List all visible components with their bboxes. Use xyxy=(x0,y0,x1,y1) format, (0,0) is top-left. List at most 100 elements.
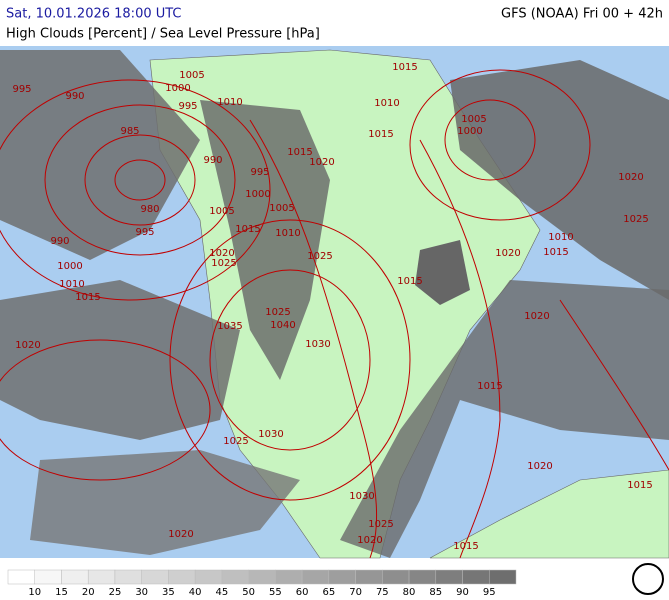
datetime: Sat, 10.01.2026 18:00 UTC xyxy=(6,7,182,22)
cloud-atlantic-north xyxy=(450,60,669,300)
legend-swatch xyxy=(221,569,249,585)
isobar xyxy=(169,219,411,501)
isobar-label: 1000 xyxy=(165,83,190,94)
isobar-label: 1025 xyxy=(265,307,290,318)
isobar-label: 1020 xyxy=(524,311,549,322)
land-caribbean xyxy=(429,469,669,559)
isobar-label: 1010 xyxy=(59,279,84,290)
isobar-label: 1015 xyxy=(627,480,652,491)
isobar-label: 1015 xyxy=(287,147,312,158)
isobar-label: 1005 xyxy=(269,203,294,214)
legend-label: 70 xyxy=(349,587,362,598)
isobar-label: 1015 xyxy=(543,247,568,258)
isobar-label: 1015 xyxy=(75,292,100,303)
legend-label: 45 xyxy=(216,587,229,598)
legend: 10 15 20 25 30 35 40 45 50 55 60 65 70 75 80 85 90 95 xyxy=(7,563,664,598)
isobar xyxy=(114,159,166,201)
isobar xyxy=(44,104,236,256)
isobar-label: 1015 xyxy=(235,224,260,235)
isobar-label: 1015 xyxy=(397,276,422,287)
isobar xyxy=(249,119,378,559)
isobar-label: 1030 xyxy=(349,491,374,502)
isobar-label: 1000 xyxy=(57,261,82,272)
isobar-label: 1025 xyxy=(223,436,248,447)
isobar-label: 1020 xyxy=(309,157,334,168)
isobar-label: 1000 xyxy=(457,126,482,137)
cloud-atlantic-south xyxy=(340,280,669,558)
isobar-label: 1025 xyxy=(623,214,648,225)
legend-label: 40 xyxy=(189,587,202,598)
cloud-pacific-north xyxy=(0,50,200,260)
map-area xyxy=(0,46,669,559)
isobar-label: 1005 xyxy=(209,206,234,217)
legend-label: 90 xyxy=(456,587,469,598)
legend-swatch xyxy=(248,569,276,585)
cloud-tropics xyxy=(30,450,300,555)
legend-label: 80 xyxy=(403,587,416,598)
legend-swatch xyxy=(462,569,490,585)
isobar-label: 1015 xyxy=(453,541,478,552)
model-run: GFS (NOAA) Fri 00 + 42h xyxy=(501,7,663,22)
legend-swatch xyxy=(489,569,517,585)
isobar-label: 1010 xyxy=(374,98,399,109)
isobar-label: 990 xyxy=(65,91,84,102)
isobar-label: 985 xyxy=(120,126,139,137)
isobar-label: 980 xyxy=(140,204,159,215)
isobar-label: 1035 xyxy=(217,321,242,332)
isobar-label: 1010 xyxy=(275,228,300,239)
isobar-label: 990 xyxy=(50,236,69,247)
isobar-label: 1010 xyxy=(548,232,573,243)
isobar-label: 1005 xyxy=(179,70,204,81)
legend-swatch xyxy=(87,569,116,585)
legend-label: 50 xyxy=(242,587,255,598)
isobar-label: 1020 xyxy=(357,535,382,546)
legend-label: 35 xyxy=(162,587,175,598)
isobar-label: 1025 xyxy=(211,258,236,269)
isobar-label: 995 xyxy=(12,84,31,95)
legend-swatch xyxy=(141,569,169,585)
isobar-label: 1020 xyxy=(495,248,520,259)
legend-swatch xyxy=(328,569,356,585)
legend-label: 60 xyxy=(296,587,309,598)
logo xyxy=(632,563,664,595)
cloud-west-coast xyxy=(200,100,330,380)
isobar xyxy=(84,134,196,226)
isobar-label: 1015 xyxy=(392,62,417,73)
isobar-label: 990 xyxy=(203,155,222,166)
legend-label: 10 xyxy=(28,587,41,598)
legend-label: 85 xyxy=(429,587,442,598)
isobar xyxy=(0,339,211,481)
isobar-label: 1010 xyxy=(217,97,242,108)
legend-swatch xyxy=(168,569,196,585)
isobar-label: 1020 xyxy=(168,529,193,540)
isobar-label: 1000 xyxy=(245,189,270,200)
legend-swatch xyxy=(34,569,62,585)
isobar-label: 995 xyxy=(135,227,154,238)
isobar-label: 1030 xyxy=(305,339,330,350)
legend-label: 25 xyxy=(109,587,122,598)
legend-label: 30 xyxy=(135,587,148,598)
legend-label: 55 xyxy=(269,587,282,598)
legend-swatch xyxy=(301,569,330,585)
isobar-label: 1005 xyxy=(461,114,486,125)
legend-swatch xyxy=(194,569,223,585)
legend-label: 95 xyxy=(483,587,496,598)
legend-swatch xyxy=(7,569,35,585)
isobar-label: 1020 xyxy=(209,248,234,259)
isobar xyxy=(209,269,371,451)
isobar-label: 995 xyxy=(250,167,269,178)
isobar xyxy=(0,79,271,301)
isobar-label: 1020 xyxy=(15,340,40,351)
isobar-label: 1030 xyxy=(258,429,283,440)
isobar-label: 1015 xyxy=(477,381,502,392)
legend-label: 65 xyxy=(322,587,335,598)
isobar xyxy=(409,69,591,221)
isobar-label: 995 xyxy=(178,101,197,112)
isobar-label: 1020 xyxy=(527,461,552,472)
legend-swatch xyxy=(61,569,89,585)
legend-label: 20 xyxy=(82,587,95,598)
header-bar xyxy=(0,0,669,46)
legend-swatch xyxy=(382,569,410,585)
isobar-label: 1025 xyxy=(368,519,393,530)
